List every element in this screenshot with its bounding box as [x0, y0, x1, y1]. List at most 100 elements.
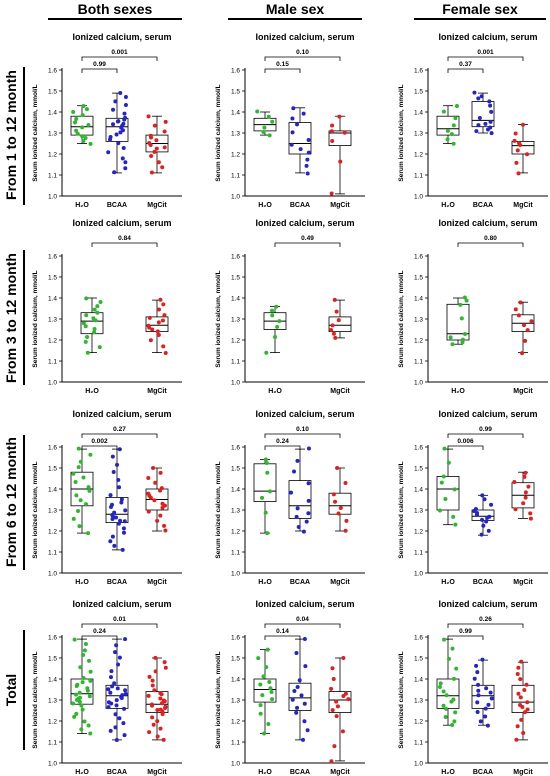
data-point	[475, 670, 480, 675]
significance-bracket	[447, 433, 524, 438]
data-point	[267, 679, 272, 684]
data-point	[437, 684, 442, 689]
y-tick-label: 1.6	[231, 68, 240, 75]
y-tick-label: 1.0	[231, 380, 240, 387]
data-point	[81, 138, 86, 143]
panel-title: Ionized calcium, serum	[255, 599, 354, 609]
significance-bracket	[81, 635, 118, 640]
data-point	[108, 728, 113, 733]
data-point	[334, 699, 339, 704]
box	[328, 316, 352, 332]
data-point	[476, 123, 481, 128]
data-point	[147, 315, 152, 320]
data-point	[451, 141, 456, 146]
data-point	[481, 523, 486, 528]
data-point	[81, 675, 86, 680]
data-point	[121, 530, 126, 535]
data-point	[146, 491, 151, 496]
data-point	[277, 319, 282, 324]
p-value-label: 0.01	[113, 616, 126, 623]
data-point	[149, 702, 154, 707]
p-value-label: 0.24	[93, 628, 106, 635]
x-tick-label: BCAA	[473, 769, 493, 776]
data-point	[118, 518, 123, 523]
y-tick-label: 1.0	[414, 571, 423, 578]
data-point	[337, 114, 342, 119]
data-point	[450, 342, 455, 347]
data-point	[115, 462, 120, 467]
data-point	[162, 145, 167, 150]
box	[511, 140, 535, 155]
y-tick-label: 1.4	[414, 677, 423, 684]
data-point	[476, 693, 481, 698]
box	[436, 115, 460, 136]
data-point	[441, 109, 446, 114]
data-point	[444, 706, 449, 711]
data-point	[483, 706, 488, 711]
data-point	[161, 344, 166, 349]
data-point	[330, 123, 335, 128]
data-point	[108, 675, 113, 680]
data-point	[480, 517, 485, 522]
data-point	[160, 501, 165, 506]
data-point	[80, 125, 85, 130]
data-point	[266, 114, 271, 119]
data-point	[111, 470, 116, 475]
significance-bracket	[264, 56, 341, 61]
data-point	[82, 648, 87, 653]
data-point	[529, 319, 534, 324]
data-point	[72, 637, 77, 642]
data-point	[484, 686, 489, 691]
data-point	[449, 132, 454, 137]
data-point	[71, 516, 76, 521]
data-point	[448, 335, 453, 340]
data-point	[290, 697, 295, 702]
y-tick-label: 1.2	[414, 529, 423, 536]
x-tick-label: MgCit	[513, 202, 533, 209]
y-tick-label: 1.4	[48, 677, 57, 684]
y-tick-label: 1.0	[231, 571, 240, 578]
y-tick-label: 1.2	[48, 338, 57, 345]
y-axis-label: Serum ionized calcium, mmol/L	[32, 84, 39, 181]
data-point	[74, 116, 79, 121]
data-point	[292, 469, 297, 474]
data-point	[158, 726, 163, 731]
data-point	[520, 351, 525, 356]
x-tick-label: MgCit	[513, 579, 533, 586]
data-point	[520, 122, 525, 127]
data-point	[331, 492, 336, 497]
y-tick-label: 1.4	[231, 296, 240, 303]
data-point	[305, 171, 310, 176]
data-point	[122, 733, 127, 738]
x-tick-label: BCAA	[473, 202, 493, 209]
data-point	[270, 697, 275, 702]
data-point	[74, 128, 79, 133]
data-point	[112, 170, 117, 175]
y-axis-label: Serum ionized calcium, mmol/L	[398, 270, 405, 367]
data-point	[453, 710, 458, 715]
y-tick-label: 1.3	[48, 131, 57, 138]
chart-panel: Ionized calcium, serum Serum ionized calc…	[32, 32, 182, 209]
x-tick-label: BCAA	[290, 202, 310, 209]
significance-bracket	[264, 623, 341, 628]
data-point	[95, 304, 100, 309]
data-point	[147, 730, 152, 735]
data-point	[85, 686, 90, 691]
box	[436, 475, 460, 511]
data-point	[515, 724, 520, 729]
data-point	[306, 498, 311, 503]
data-point	[476, 96, 481, 101]
data-point	[263, 510, 268, 515]
y-tick-label: 1.5	[231, 275, 240, 282]
y-tick-label: 1.2	[231, 338, 240, 345]
data-point	[114, 643, 119, 648]
data-point	[343, 691, 348, 696]
data-point	[77, 695, 82, 700]
data-point	[265, 647, 270, 652]
data-point	[523, 338, 528, 343]
data-point	[306, 446, 311, 451]
data-point	[269, 690, 274, 695]
data-point	[150, 678, 155, 683]
data-point	[453, 116, 458, 121]
y-axis-label: Serum ionized calcium, mmol/L	[32, 461, 39, 558]
